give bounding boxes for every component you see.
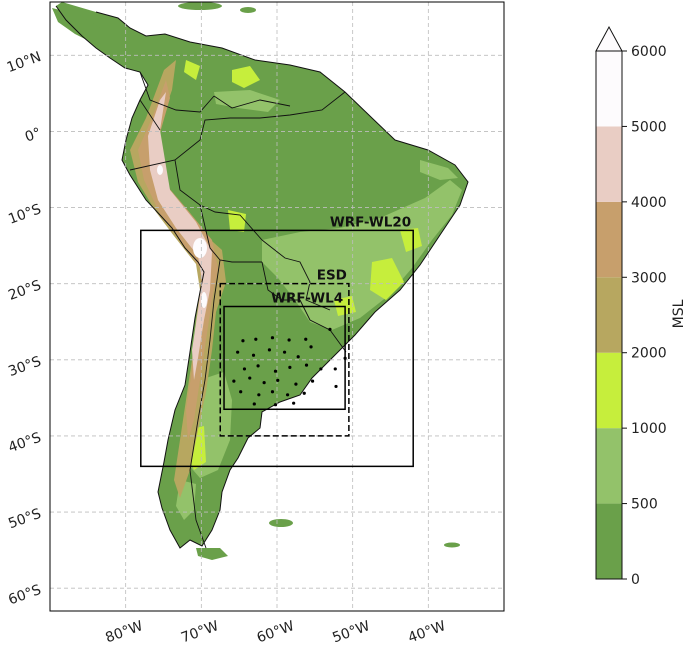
station-point <box>257 393 261 397</box>
colorbar-tick-label: 6000 <box>631 44 667 60</box>
domain-label-wrf-wl4: WRF-WL4 <box>271 291 343 307</box>
colorbar-segment <box>596 428 622 504</box>
south-georgia <box>444 542 460 548</box>
lat-tick-label: 20°S <box>6 277 43 304</box>
station-point <box>270 390 275 394</box>
domain-label-esd: ESD <box>317 268 347 284</box>
station-point <box>343 356 347 360</box>
colorbar-ticks: 0 500 1000 2000 3000 4000 5000 6000 <box>622 44 667 588</box>
station-point <box>254 337 258 341</box>
domain-box-esd <box>219 282 350 437</box>
domain-boxes: WRF-WL20 ESD WRF-WL4 <box>140 214 414 468</box>
station-point <box>319 367 323 371</box>
station-point <box>239 390 243 394</box>
station-point <box>282 350 287 354</box>
colorbar-frame <box>595 50 623 580</box>
map-frame <box>49 1 505 612</box>
station-point <box>296 355 300 359</box>
station-points <box>232 327 347 407</box>
lon-tick-label: 70°W <box>179 618 221 646</box>
station-point <box>251 353 256 357</box>
colorbar-tick-label: 4000 <box>631 195 667 211</box>
colorbar-tick-label: 3000 <box>631 270 667 286</box>
station-point <box>273 369 278 373</box>
colorbar-tick-label: 5000 <box>631 119 667 135</box>
station-point <box>232 379 236 383</box>
station-point <box>241 339 245 343</box>
andes-5000-6000 <box>157 165 207 308</box>
lat-tick-label: 10°S <box>6 201 43 228</box>
station-point <box>248 376 252 380</box>
colorbar-label: MSL <box>671 299 685 328</box>
station-point <box>285 393 290 397</box>
colorbar-segment <box>596 51 622 127</box>
colorbar-segment <box>596 201 622 278</box>
colorbar-extend-arrow <box>595 25 623 52</box>
station-point <box>292 401 296 405</box>
coastline <box>55 5 469 549</box>
colorbar-segment <box>596 126 622 202</box>
andes-2000-3000 <box>130 60 226 498</box>
station-point <box>333 367 337 371</box>
lat-tick-label: 60°S <box>6 582 43 609</box>
lat-tick-label: 30°S <box>6 353 43 380</box>
station-point <box>334 384 338 389</box>
station-point <box>273 403 278 407</box>
lon-tick-label: 80°W <box>103 618 145 646</box>
lat-tick-label: 50°S <box>6 506 43 533</box>
colorbar-segment <box>596 503 622 579</box>
island-caribbean-2 <box>240 7 256 13</box>
lat-tick-label: 10°N <box>5 49 44 76</box>
colorbar-tick-label: 0 <box>631 572 640 588</box>
lon-tick-label: 60°W <box>255 618 297 646</box>
station-point <box>256 364 260 368</box>
station-point <box>287 338 291 342</box>
lon-tick-label: 50°W <box>330 618 372 646</box>
colorbar-tick-label: 1000 <box>631 421 667 437</box>
station-point <box>236 350 240 354</box>
lat-tick-label: 40°S <box>6 430 43 457</box>
map-panel: WRF-WL20 ESD WRF-WL4 80°W 70°W 60°W 50°W 40°W 1… <box>5 1 505 646</box>
domain-label-wrf-wl20: WRF-WL20 <box>330 214 411 230</box>
station-point <box>288 365 292 369</box>
station-point <box>242 367 247 371</box>
station-point <box>252 402 256 406</box>
central-america <box>52 8 140 62</box>
colorbar-tick-label: 500 <box>631 497 658 513</box>
station-point <box>294 382 298 386</box>
land-elevation-layer <box>52 2 469 560</box>
colorbar-segment <box>596 352 622 429</box>
colorbar-tick-label: 2000 <box>631 346 667 362</box>
station-point <box>304 363 309 367</box>
lat-tick-label: 0° <box>23 125 43 145</box>
station-point <box>310 379 315 383</box>
colorbar-segment <box>596 277 622 353</box>
station-point <box>270 336 275 340</box>
lon-tick-label: 40°W <box>406 618 448 646</box>
station-point <box>267 348 272 352</box>
andes-4000-5000 <box>148 92 212 380</box>
station-point <box>328 327 332 331</box>
colorbar: 0 500 1000 2000 3000 4000 5000 6000 MSL <box>595 25 685 588</box>
gridlines <box>50 2 504 611</box>
station-point <box>276 378 280 382</box>
island-caribbean-1 <box>178 2 222 10</box>
tierra-del-fuego <box>196 548 228 560</box>
national-borders <box>129 71 347 549</box>
falklands <box>269 519 293 527</box>
station-point <box>262 381 266 385</box>
colorbar-segments <box>596 51 622 579</box>
domain-box-wrf-wl20 <box>140 229 414 468</box>
station-point <box>304 337 308 341</box>
station-point <box>309 345 313 349</box>
station-point <box>302 391 306 395</box>
